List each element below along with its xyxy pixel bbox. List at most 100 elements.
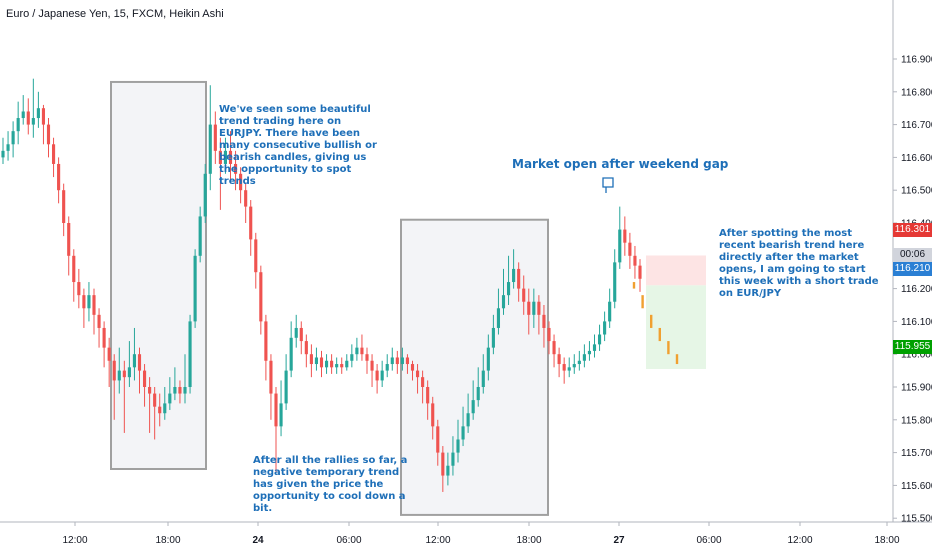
bearish-candle bbox=[365, 354, 369, 361]
projected-candle bbox=[667, 341, 670, 355]
bearish-candle bbox=[249, 206, 253, 240]
bearish-candle bbox=[137, 354, 142, 371]
x-tick-label: 27 bbox=[613, 535, 625, 546]
bullish-candle bbox=[294, 327, 298, 338]
bearish-candle bbox=[299, 327, 303, 342]
bullish-candle bbox=[132, 354, 137, 368]
bearish-candle bbox=[153, 393, 157, 407]
bearish-candle bbox=[415, 370, 420, 378]
stop-price-badge: 116.301 bbox=[893, 223, 932, 237]
bullish-candle bbox=[451, 452, 455, 466]
x-tick-label: 06:00 bbox=[696, 535, 721, 546]
bullish-candle bbox=[279, 403, 283, 427]
bearish-candle bbox=[72, 255, 76, 283]
bearish-candle bbox=[274, 393, 278, 427]
y-tick-label: 116.500 bbox=[901, 186, 932, 197]
bearish-candle bbox=[436, 426, 440, 453]
countdown-badge: 00:06 bbox=[893, 248, 932, 262]
bullish-candle bbox=[127, 367, 131, 378]
bearish-candle bbox=[218, 150, 222, 164]
bearish-candle bbox=[638, 265, 642, 279]
bearish-candle bbox=[562, 364, 566, 371]
bearish-candle bbox=[360, 347, 364, 355]
bullish-candle bbox=[188, 321, 192, 387]
bearish-candle bbox=[330, 360, 334, 368]
bullish-candle bbox=[284, 370, 288, 404]
bullish-candle bbox=[587, 350, 592, 355]
bullish-candle bbox=[567, 367, 571, 371]
bearish-candle bbox=[92, 295, 96, 315]
y-tick-label: 116.600 bbox=[901, 153, 932, 164]
bearish-candle bbox=[547, 327, 551, 342]
bullish-candle bbox=[572, 364, 576, 368]
bearish-candle bbox=[107, 347, 111, 361]
y-tick-label: 116.800 bbox=[901, 87, 932, 98]
bearish-candle bbox=[395, 357, 399, 365]
bearish-candle bbox=[552, 341, 556, 355]
bullish-candle bbox=[335, 364, 339, 368]
bearish-candle bbox=[623, 229, 627, 243]
bullish-candle bbox=[355, 347, 359, 355]
bearish-candle bbox=[441, 452, 445, 476]
bearish-candle bbox=[26, 111, 30, 125]
bullish-candle bbox=[223, 150, 228, 164]
bearish-candle bbox=[633, 255, 637, 266]
annotation-trend-trading: We've seen some beautiful trend trading … bbox=[219, 104, 377, 187]
bearish-candle bbox=[269, 360, 273, 394]
bearish-candle bbox=[178, 387, 182, 394]
x-tick-label: 24 bbox=[252, 535, 264, 546]
entry-price-badge: 116.210 bbox=[893, 262, 932, 276]
bearish-candle bbox=[158, 406, 162, 414]
bearish-candle bbox=[228, 150, 233, 164]
bullish-candle bbox=[11, 131, 15, 145]
bullish-candle bbox=[87, 295, 91, 309]
bullish-candle bbox=[345, 360, 349, 368]
bullish-candle bbox=[577, 360, 581, 365]
y-tick-label: 116.100 bbox=[901, 317, 932, 328]
bullish-candle bbox=[380, 370, 384, 381]
bearish-candle bbox=[213, 124, 217, 151]
projected-candle bbox=[632, 282, 636, 289]
projected-candle bbox=[658, 327, 661, 342]
bearish-candle bbox=[264, 321, 268, 361]
bullish-candle bbox=[289, 337, 293, 371]
bullish-candle bbox=[36, 108, 40, 119]
bearish-candle bbox=[517, 268, 521, 289]
chart-title: Euro / Japanese Yen, 15, FXCM, Heikin As… bbox=[6, 8, 224, 20]
bullish-candle bbox=[385, 364, 389, 371]
bearish-candle bbox=[102, 327, 106, 348]
bullish-candle bbox=[198, 216, 202, 256]
bullish-candle bbox=[446, 465, 450, 476]
bullish-candle bbox=[603, 321, 607, 335]
bearish-candle bbox=[97, 314, 101, 328]
projected-candle bbox=[675, 354, 679, 365]
bullish-candle bbox=[208, 124, 212, 174]
bearish-candle bbox=[421, 377, 425, 387]
bullish-candle bbox=[6, 144, 10, 151]
bullish-candle bbox=[117, 370, 121, 381]
bearish-candle bbox=[340, 364, 344, 368]
bullish-candle bbox=[613, 262, 617, 302]
bullish-candle bbox=[597, 334, 602, 345]
bullish-candle bbox=[532, 301, 536, 315]
bearish-candle bbox=[67, 223, 71, 256]
bearish-candle bbox=[112, 360, 116, 381]
y-tick-label: 116.000 bbox=[901, 350, 932, 361]
x-tick-label: 12:00 bbox=[62, 535, 87, 546]
bearish-candle bbox=[82, 295, 86, 309]
bullish-candle bbox=[168, 393, 172, 404]
bullish-candle bbox=[456, 439, 460, 453]
y-tick-label: 116.700 bbox=[901, 120, 932, 131]
bearish-candle bbox=[628, 242, 632, 256]
bearish-candle bbox=[410, 364, 415, 371]
bullish-candle bbox=[608, 301, 612, 322]
bearish-candle bbox=[405, 357, 410, 365]
bearish-candle bbox=[259, 272, 263, 322]
bearish-candle bbox=[304, 341, 308, 355]
y-tick-label: 115.500 bbox=[901, 514, 932, 525]
bullish-candle bbox=[16, 118, 20, 132]
bullish-candle bbox=[390, 357, 394, 365]
bearish-candle bbox=[77, 282, 81, 296]
bullish-candle bbox=[618, 229, 622, 263]
